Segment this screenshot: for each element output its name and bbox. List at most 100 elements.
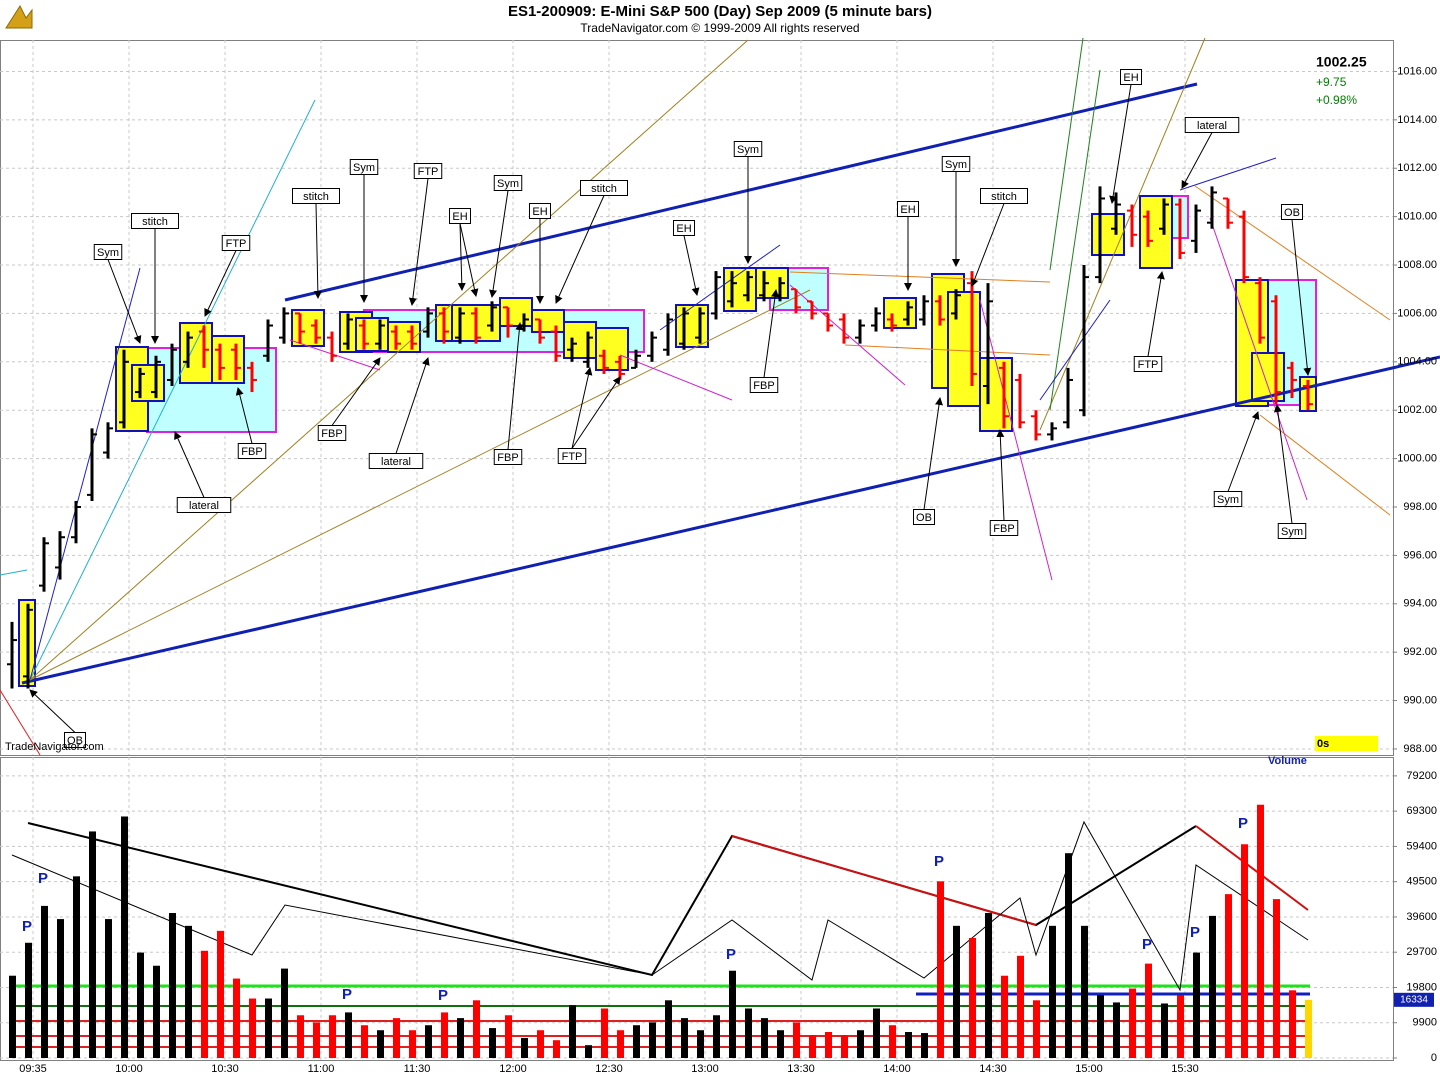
volume-bar [889,1025,896,1059]
annotation-label: stitch [591,183,617,195]
chart-title: ES1-200909: E-Mini S&P 500 (Day) Sep 200… [508,3,932,20]
box [211,335,245,384]
annotation-arrow [174,431,205,498]
box [947,291,981,407]
y-tick-label: 1008.00 [1397,259,1437,271]
annotation-arrow [395,357,430,454]
y-tick-label: 994.00 [1403,598,1437,610]
volume-marker: P [1190,924,1200,941]
volume-bar [713,1015,720,1059]
volume-marker: P [38,870,48,887]
annotation-box [368,453,424,469]
box [979,357,1013,432]
volume-bar [121,816,128,1059]
price-panel [0,40,1394,756]
volume-bar [793,1022,800,1059]
annotation-box [1133,356,1163,372]
volume-bar [745,1008,752,1059]
volume-bar [1209,915,1216,1059]
volume-bar [25,942,32,1059]
volume-bar [777,1030,784,1059]
annotation-arrow [555,195,605,304]
annotation-box [980,188,1028,204]
annotation-box [1281,204,1303,220]
trend-line [29,39,749,681]
annotation-box [557,448,587,464]
volume-bar [1177,995,1184,1059]
box [355,317,389,352]
volume-marker: P [1142,936,1152,953]
annotation-label: Sym [353,162,375,174]
volume-bar [313,1022,320,1059]
y-tick-label: 1014.00 [1397,114,1437,126]
annotation-label: EH [1123,72,1138,84]
volume-bar [505,1015,512,1059]
x-tick-label: 12:30 [595,1063,623,1075]
annotation-arrow [1273,404,1293,524]
annotations: OB Sym stitch FTP FBP lateral stitch Sym FBP FTP l… [29,69,1312,748]
volume-trend [11,820,1309,992]
annotation-box [913,509,935,525]
annotation-box [529,203,551,219]
volume-bar [601,1008,608,1059]
y-tick-label: 1004.00 [1397,356,1437,368]
volume-bar [217,930,224,1059]
x-tick-label: 15:30 [1171,1063,1199,1075]
volume-bar [441,1012,448,1059]
annotation-arrow [1227,411,1260,492]
trend-line [1209,217,1308,501]
watermark: TradeNavigator.com [5,741,104,753]
annotation-label: FBP [497,452,518,464]
volume-bar [921,1033,928,1059]
volume-bar [841,1035,848,1059]
trend-line [29,99,316,681]
annotation-arrow [459,223,479,297]
annotation-arrow [29,689,76,733]
y-tick-label: 19800 [1406,981,1437,993]
volume-bar [281,968,288,1059]
volume-bar [329,1015,336,1059]
annotation-label: FTP [226,238,247,250]
volume-bar [9,975,16,1059]
annotation-arrow [1109,84,1132,204]
y-tick-label: 1006.00 [1397,307,1437,319]
annotation-box [989,520,1019,536]
y-tick-label: 0 [1431,1052,1437,1064]
volume-bar [1161,1003,1168,1059]
box [291,309,325,347]
annotation-box [64,732,86,748]
volume-marker: P [934,853,944,870]
annotation-arrow [763,289,780,378]
volume-bar [1065,853,1072,1059]
volume-bar [857,1030,864,1059]
annotation-label: OB [916,512,932,524]
volume-bar [521,1038,528,1059]
x-tick-label: 09:35 [19,1063,47,1075]
trend-line [0,569,28,576]
box [531,309,565,333]
volume-bar [73,876,80,1059]
box [179,322,213,384]
volume-bar [905,1032,912,1059]
x-tick-label: 10:00 [115,1063,143,1075]
volume-bar [1273,899,1280,1059]
volume-trend [731,835,1037,926]
annotation-label: stitch [991,191,1017,203]
annotation-box [1120,69,1142,85]
volume-marker: P [22,918,32,935]
annotation-box [221,235,251,251]
volume-bar [201,950,208,1059]
x-tick-label: 14:30 [979,1063,1007,1075]
y-tick-label: 1002.00 [1397,404,1437,416]
volume-bar [57,919,64,1059]
annotation-box [1184,117,1240,133]
annotation-label: stitch [303,191,329,203]
annotation-arrow [996,429,1005,521]
price-change: +9.75 [1316,75,1347,89]
annotation-box [131,213,179,229]
annotation-label: Sym [97,247,119,259]
volume-bar [297,1015,304,1059]
price-change-pct: +0.98% [1316,93,1357,107]
x-tick-label: 11:00 [308,1063,335,1075]
